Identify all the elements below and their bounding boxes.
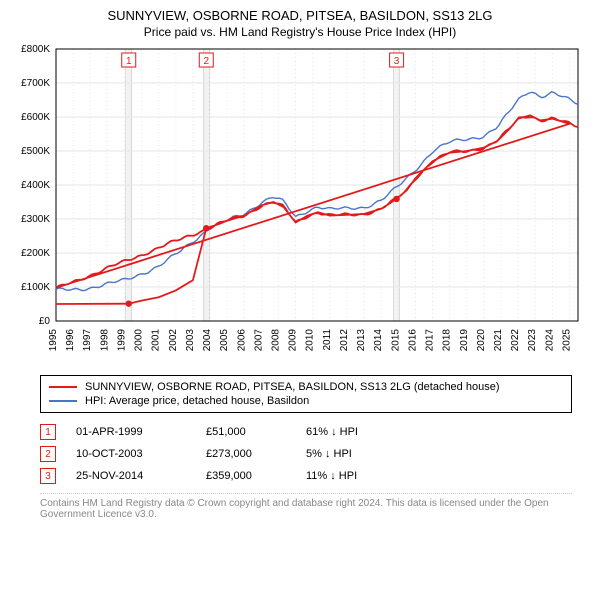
sale-marker-number: 2 [203,56,209,67]
chart-title-subtitle: Price paid vs. HM Land Registry's House … [10,25,590,39]
svg-text:2004: 2004 [202,329,213,352]
svg-text:1998: 1998 [99,329,110,352]
svg-text:2008: 2008 [270,329,281,352]
svg-text:2007: 2007 [253,329,264,352]
svg-text:2014: 2014 [373,329,384,352]
legend-swatch [49,400,77,402]
sale-vs-hpi: 11% ↓ HPI [306,470,396,482]
svg-text:2003: 2003 [185,329,196,352]
legend-swatch [49,386,77,388]
svg-text:2015: 2015 [390,329,401,352]
svg-text:£700K: £700K [21,78,50,89]
sale-vs-hpi: 61% ↓ HPI [306,426,396,438]
svg-text:1999: 1999 [116,329,127,352]
svg-text:£300K: £300K [21,214,50,225]
legend-label: SUNNYVIEW, OSBORNE ROAD, PITSEA, BASILDO… [85,381,500,393]
copyright-footnote: Contains HM Land Registry data © Crown c… [40,493,572,520]
svg-text:2022: 2022 [510,329,521,352]
sale-row: 2 10-OCT-2003 £273,000 5% ↓ HPI [40,443,572,465]
sales-table: 1 01-APR-1999 £51,000 61% ↓ HPI 2 10-OCT-2003… [40,421,572,487]
sale-row: 1 01-APR-1999 £51,000 61% ↓ HPI [40,421,572,443]
svg-text:1995: 1995 [48,329,59,352]
chart-title-address: SUNNYVIEW, OSBORNE ROAD, PITSEA, BASILDO… [10,8,590,23]
svg-text:£200K: £200K [21,248,50,259]
chart-container: SUNNYVIEW, OSBORNE ROAD, PITSEA, BASILDO… [0,0,600,530]
legend-label: HPI: Average price, detached house, Basi… [85,395,309,407]
svg-text:2001: 2001 [151,329,162,352]
chart-titles: SUNNYVIEW, OSBORNE ROAD, PITSEA, BASILDO… [10,8,590,39]
sale-point [126,300,132,306]
svg-text:2000: 2000 [134,329,145,352]
sale-point [203,225,209,231]
sale-date: 01-APR-1999 [76,426,186,438]
svg-text:2005: 2005 [219,329,230,352]
sale-marker-icon: 1 [40,424,56,440]
price-chart: £0 £100K £200K £300K £400K £500K £600K £700K £80… [10,39,590,369]
legend-row: HPI: Average price, detached house, Basi… [49,394,563,408]
svg-text:2025: 2025 [561,329,572,352]
svg-text:2010: 2010 [305,329,316,352]
svg-text:2009: 2009 [288,329,299,352]
svg-text:1996: 1996 [65,329,76,352]
sale-price: £51,000 [206,426,286,438]
legend-row: SUNNYVIEW, OSBORNE ROAD, PITSEA, BASILDO… [49,380,563,394]
svg-text:2019: 2019 [459,329,470,352]
sale-row: 3 25-NOV-2014 £359,000 11% ↓ HPI [40,465,572,487]
legend: SUNNYVIEW, OSBORNE ROAD, PITSEA, BASILDO… [40,375,572,413]
svg-text:1997: 1997 [82,329,93,352]
svg-text:£600K: £600K [21,112,50,123]
svg-text:2013: 2013 [356,329,367,352]
sale-marker-icon: 2 [40,446,56,462]
svg-text:2006: 2006 [236,329,247,352]
svg-text:2023: 2023 [527,329,538,352]
svg-text:£500K: £500K [21,146,50,157]
sale-price: £359,000 [206,470,286,482]
svg-text:£400K: £400K [21,180,50,191]
svg-text:£0: £0 [39,316,51,327]
sale-date: 25-NOV-2014 [76,470,186,482]
sale-point [393,196,399,202]
svg-text:2024: 2024 [544,329,555,352]
svg-text:£100K: £100K [21,282,50,293]
sale-price: £273,000 [206,448,286,460]
sale-marker-number: 1 [126,56,132,67]
sale-marker-icon: 3 [40,468,56,484]
svg-text:2016: 2016 [407,329,418,352]
svg-text:2020: 2020 [476,329,487,352]
svg-text:2002: 2002 [168,329,179,352]
svg-text:2017: 2017 [425,329,436,352]
sale-marker-number: 3 [394,56,400,67]
svg-text:2012: 2012 [339,329,350,352]
sale-date: 10-OCT-2003 [76,448,186,460]
svg-text:2018: 2018 [442,329,453,352]
svg-text:2011: 2011 [322,329,333,351]
svg-text:2021: 2021 [493,329,504,352]
sale-vs-hpi: 5% ↓ HPI [306,448,396,460]
svg-text:£800K: £800K [21,44,50,55]
